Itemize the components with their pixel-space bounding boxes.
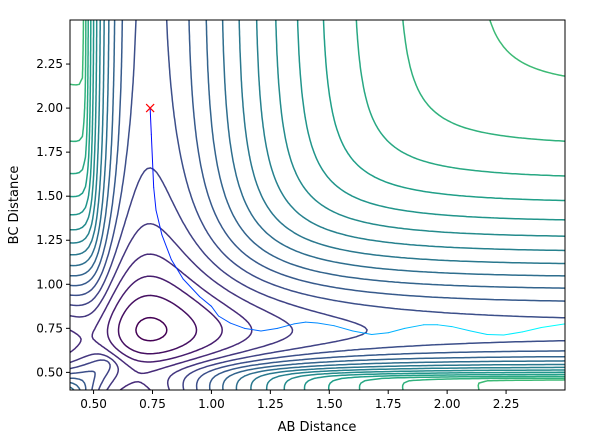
contour-line xyxy=(135,316,168,342)
contour-line xyxy=(70,253,253,390)
x-tick-label: 1.00 xyxy=(198,397,225,411)
trajectory-segment xyxy=(153,186,157,211)
trajectory-segment xyxy=(503,331,524,336)
trajectory-segment xyxy=(229,322,245,329)
trajectory-segment xyxy=(522,326,542,333)
trajectory-segment xyxy=(260,327,278,332)
trajectory-segment xyxy=(333,325,354,332)
contour-line xyxy=(70,20,565,390)
contour-line xyxy=(70,20,565,390)
trajectory-segment xyxy=(161,234,172,261)
plot-area xyxy=(70,20,565,390)
x-tick-label: 1.75 xyxy=(375,397,402,411)
contour-line xyxy=(70,20,565,390)
trajectory-segment xyxy=(170,259,184,280)
trajectory-segment xyxy=(152,160,155,188)
contour-line xyxy=(70,20,565,390)
trajectory-segment xyxy=(305,321,318,324)
trajectory-segment xyxy=(199,296,212,307)
trajectory-segment xyxy=(182,278,201,298)
trajectory-segment xyxy=(352,330,373,335)
trajectory-segment xyxy=(486,334,505,336)
contour-line xyxy=(70,20,565,390)
trajectory-segment xyxy=(451,326,472,332)
contour-line xyxy=(70,20,565,390)
contour-line xyxy=(70,20,565,390)
trajectory-segment xyxy=(149,107,152,136)
contour-line xyxy=(70,20,565,390)
x-tick-label: 0.75 xyxy=(139,397,166,411)
y-tick-label: 1.00 xyxy=(36,277,63,291)
y-tick-label: 1.75 xyxy=(36,145,63,159)
start-marker-group xyxy=(145,103,155,113)
contour-line xyxy=(117,294,198,355)
contour-lines xyxy=(70,20,565,390)
trajectory-segment xyxy=(210,305,219,317)
x-tick-label: 1.50 xyxy=(316,397,343,411)
contour-line xyxy=(70,20,565,390)
y-axis-ticks: 0.50 0.75 1.00 1.25 1.50 1.75 2.00 2.25 xyxy=(36,57,70,379)
contour-line xyxy=(106,275,223,363)
trajectory-segment xyxy=(437,324,453,328)
trajectory-segment xyxy=(317,322,335,327)
trajectory-segment xyxy=(404,324,425,329)
y-tick-label: 2.00 xyxy=(36,101,63,115)
trajectory-segment xyxy=(371,332,389,335)
trajectory-segment xyxy=(387,327,406,334)
y-tick-label: 1.50 xyxy=(36,189,63,203)
x-tick-label: 1.25 xyxy=(257,397,284,411)
trajectory-segment xyxy=(470,330,488,335)
y-tick-label: 0.50 xyxy=(36,365,63,379)
trajectory-segment xyxy=(276,323,295,329)
contour-line xyxy=(70,20,565,390)
x-tick-label: 2.00 xyxy=(434,397,461,411)
contour-line xyxy=(70,20,565,390)
y-tick-label: 1.25 xyxy=(36,233,63,247)
start-marker xyxy=(145,103,155,113)
trajectory-segment xyxy=(155,209,163,236)
x-axis-label: AB Distance xyxy=(278,420,357,435)
trajectory-segment xyxy=(293,321,307,325)
trajectory-segment xyxy=(150,134,153,162)
y-tick-label: 2.25 xyxy=(36,57,63,71)
trajectory xyxy=(149,107,565,336)
y-tick-label: 0.75 xyxy=(36,321,63,335)
x-axis-ticks: 0.50 0.75 1.00 1.25 1.50 1.75 2.00 2.25 xyxy=(80,390,519,411)
trajectory-segment xyxy=(243,327,262,332)
trajectory-segment xyxy=(218,315,231,324)
x-tick-label: 0.50 xyxy=(80,397,107,411)
x-tick-label: 2.25 xyxy=(493,397,520,411)
contour-line xyxy=(70,20,565,390)
trajectory-segment xyxy=(540,323,565,328)
plot-frame xyxy=(69,19,566,391)
y-axis-label: BC Distance xyxy=(7,166,22,245)
